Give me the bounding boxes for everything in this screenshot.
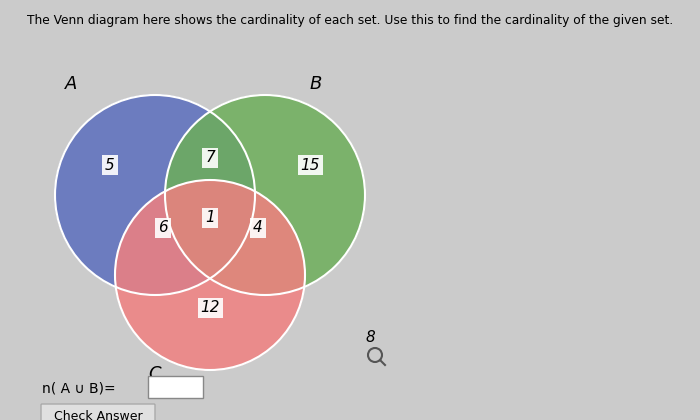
Text: C: C: [148, 365, 160, 383]
Circle shape: [55, 95, 255, 295]
Text: n( A ∪ B)=: n( A ∪ B)=: [42, 381, 116, 395]
Text: 8: 8: [365, 331, 375, 346]
Circle shape: [115, 180, 305, 370]
Text: A: A: [65, 75, 78, 93]
Circle shape: [165, 95, 365, 295]
Text: 4: 4: [253, 220, 263, 236]
FancyBboxPatch shape: [41, 404, 155, 420]
FancyBboxPatch shape: [148, 376, 203, 398]
Text: 15: 15: [300, 158, 320, 173]
Text: 1: 1: [205, 210, 215, 226]
Text: The Venn diagram here shows the cardinality of each set. Use this to find the ca: The Venn diagram here shows the cardinal…: [27, 14, 673, 27]
Text: Check Answer: Check Answer: [54, 410, 142, 420]
Text: 5: 5: [105, 158, 115, 173]
Text: 6: 6: [158, 220, 168, 236]
Text: 12: 12: [200, 300, 220, 315]
Text: 7: 7: [205, 150, 215, 165]
Text: B: B: [310, 75, 323, 93]
